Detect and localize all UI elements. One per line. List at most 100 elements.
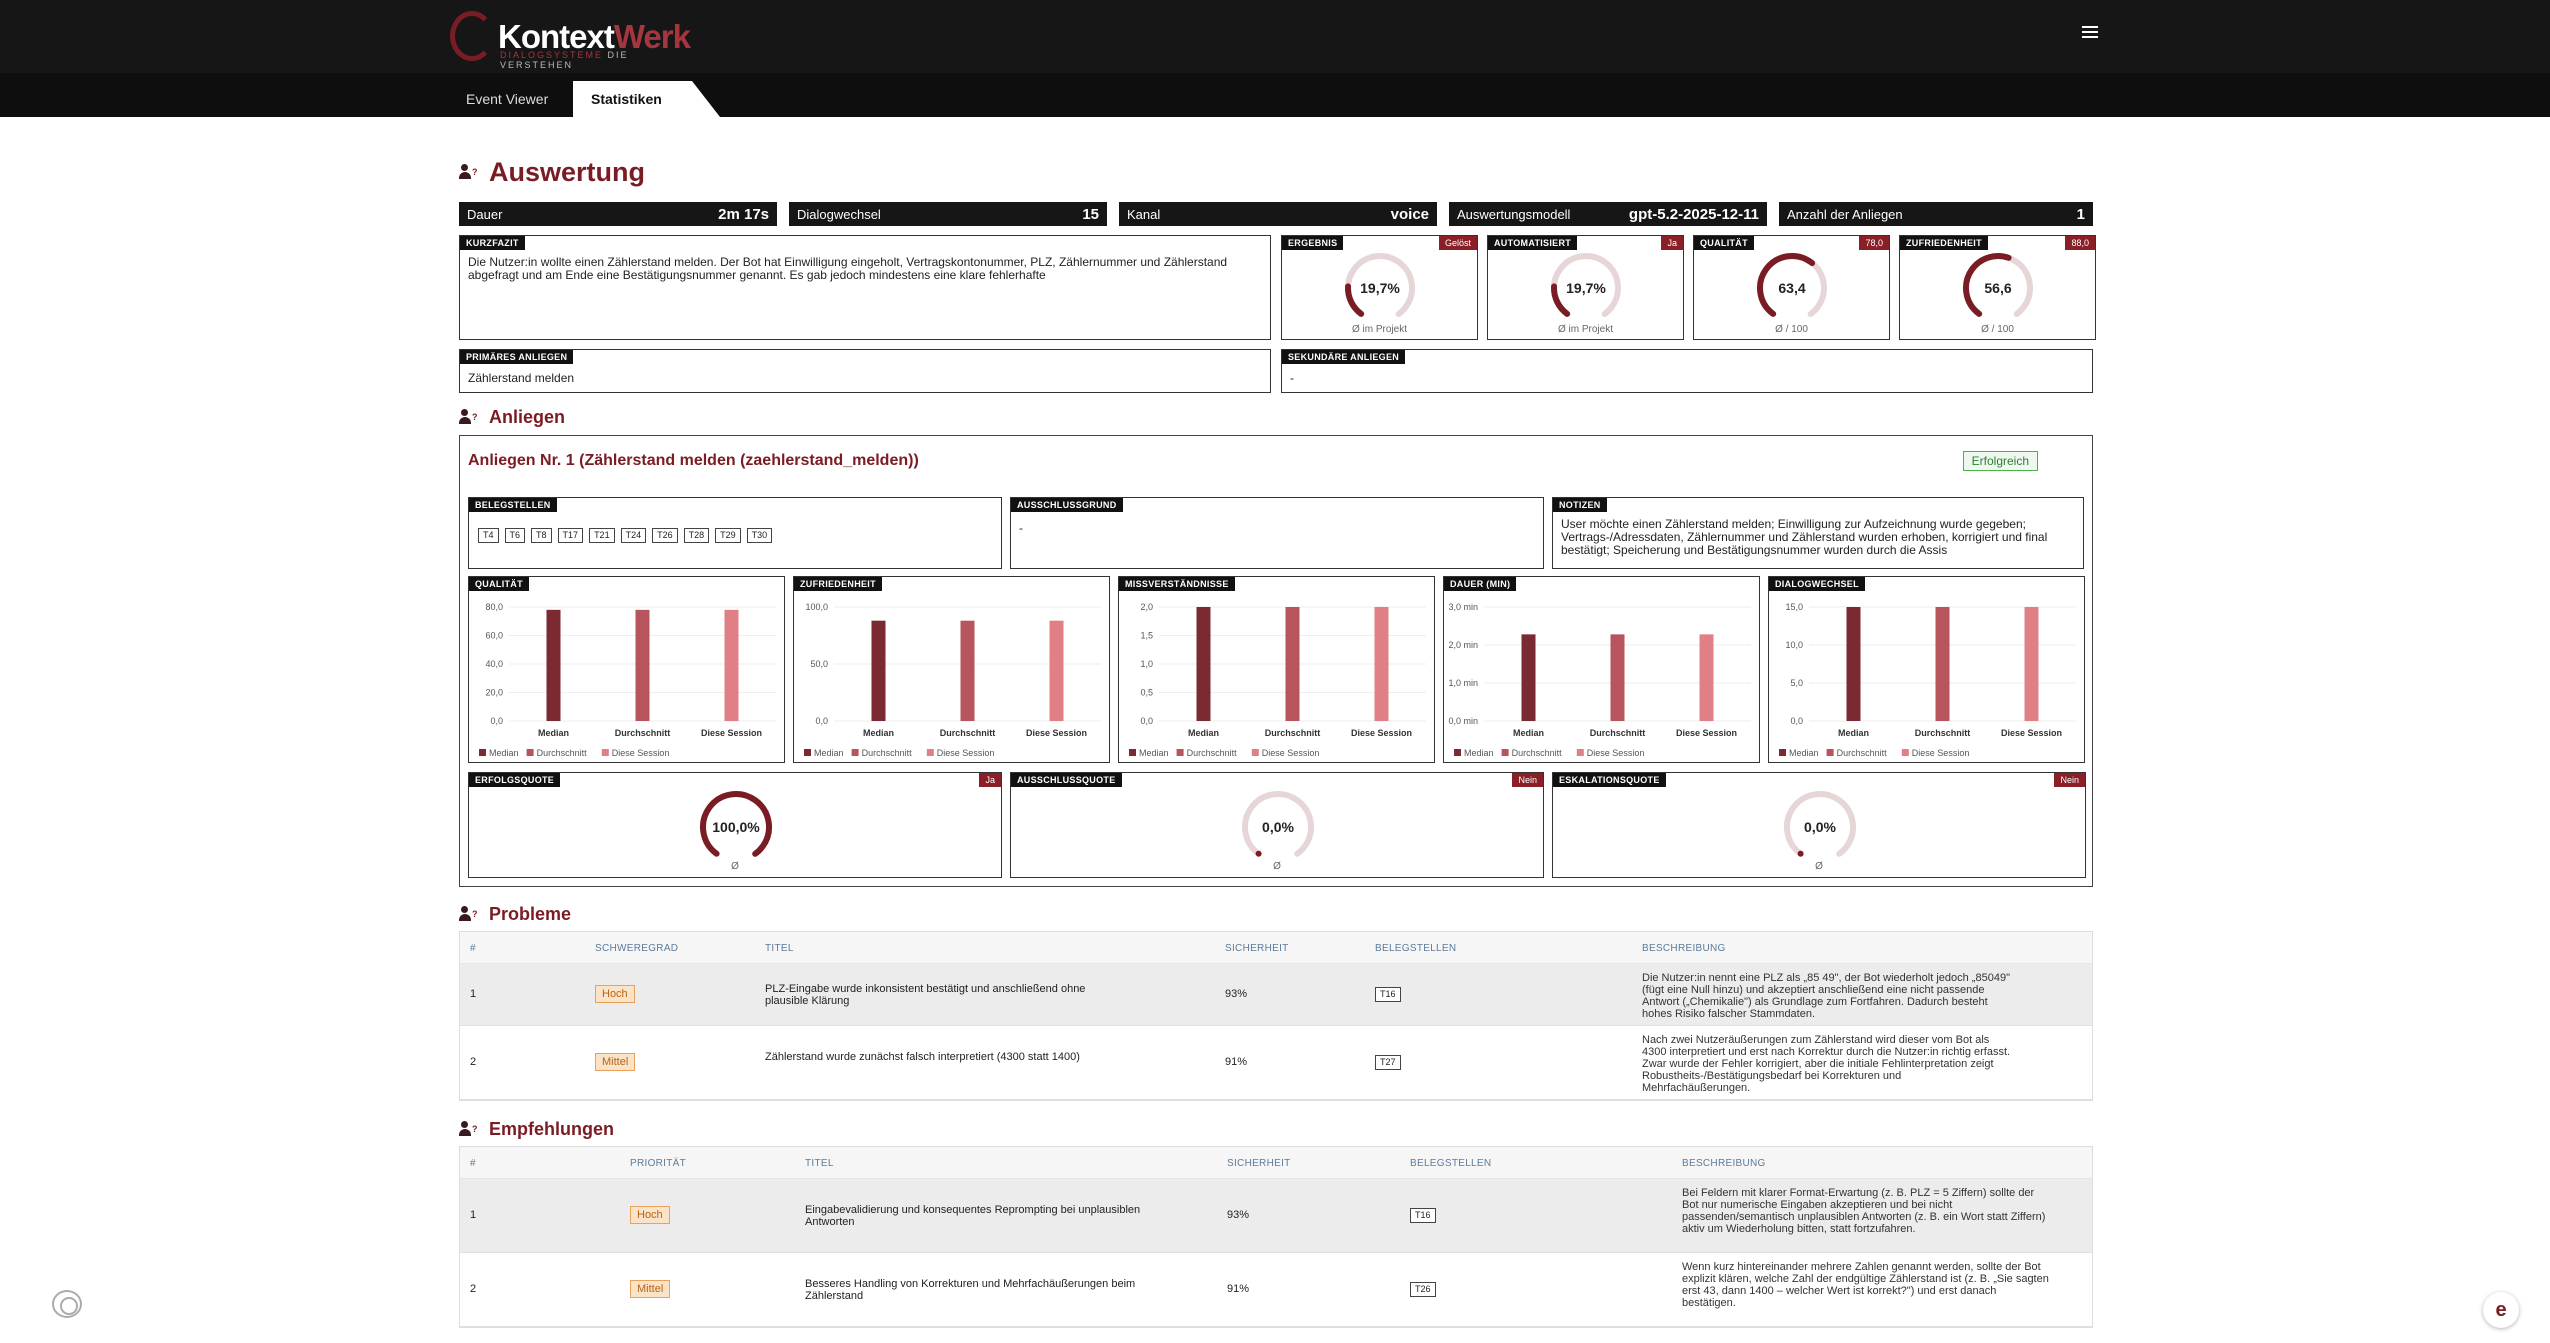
row-description: Wenn kurz hintereinander mehrere Zahlen …	[1682, 1261, 2049, 1309]
belegstelle-tag[interactable]: T21	[589, 528, 615, 543]
belegstelle-tag[interactable]: T16	[1375, 987, 1401, 1002]
chart-svg: 0,0 min 1,0 min 2,0 min 3,0 min Median Durchs…	[1448, 602, 1751, 758]
chart-4: 0,0 min 1,0 min 2,0 min 3,0 min Median Durchs…	[1443, 576, 1760, 763]
belegstelle-tag[interactable]: T24	[620, 528, 647, 543]
table-row[interactable]: 1 Hoch Eingabevalidierung und konsequentes…	[460, 1179, 2092, 1253]
column-header[interactable]: #	[470, 1158, 476, 1169]
bar-durchschnitt[interactable]	[635, 609, 650, 721]
legend-label: Durchschnitt	[1187, 748, 1238, 758]
y-tick-label: 40,0	[485, 659, 503, 669]
column-header[interactable]: SCHWEREGRAD	[595, 943, 679, 954]
belegstelle-tag[interactable]: T28	[683, 528, 710, 543]
legend-swatch	[851, 749, 859, 756]
stat-dauer: Dauer 2m 17s	[459, 202, 777, 226]
belegstelle-tag[interactable]: T8	[531, 528, 552, 543]
metric-automatisiert: AUTOMATISIERT Ja 19,7% Ø im Projekt	[1487, 235, 1684, 340]
column-header[interactable]: BESCHREIBUNG	[1642, 943, 1726, 954]
bar-median[interactable]	[1846, 607, 1861, 721]
x-tick-label: Durchschnitt	[1590, 728, 1646, 738]
legend-label: Durchschnitt	[1837, 748, 1888, 758]
bar-durchschnitt[interactable]	[1935, 607, 1950, 721]
bar-diese-session[interactable]	[1374, 607, 1389, 721]
x-tick-label: Durchschnitt	[940, 728, 996, 738]
metric-gauge-value: 63,4	[1778, 280, 1805, 296]
chat-launcher-icon[interactable]: e	[2483, 1292, 2519, 1328]
kurzfazit-text: Die Nutzer:in wollte einen Zählerstand m…	[468, 255, 1228, 282]
anliegen-heading: Anliegen	[489, 406, 566, 427]
primary-anliegen-label: PRIMÄRES ANLIEGEN	[460, 350, 574, 364]
bar-diese-session[interactable]	[1699, 634, 1714, 721]
belegstelle-tag[interactable]: T27	[1375, 1055, 1401, 1070]
tab-event-viewer[interactable]: Event Viewer	[466, 91, 549, 107]
bar-diese-session[interactable]	[724, 609, 739, 721]
metric-qualität: QUALITÄT 78,0 63,4 Ø / 100	[1693, 235, 1890, 340]
secondary-anliegen-box: SEKUNDÄRE ANLIEGEN -	[1281, 349, 2093, 393]
secondary-anliegen-value: -	[1290, 371, 1294, 385]
logo[interactable]: KontextWerk DIALOGSYSTEME DIE VERSTEHEN	[450, 8, 691, 70]
column-header[interactable]: #	[470, 943, 476, 954]
rate-label: ERFOLGSQUOTE	[469, 773, 561, 787]
belegstelle-tag[interactable]: T30	[746, 528, 773, 543]
rate-sub: Ø	[1273, 861, 1281, 872]
belegstelle-tag[interactable]: T4	[478, 528, 499, 543]
chart-title: DAUER (MIN)	[1444, 577, 1517, 591]
rate-sub: Ø	[1815, 861, 1823, 872]
tab-statistiken[interactable]: Statistiken	[573, 81, 720, 117]
y-tick-label: 15,0	[1785, 602, 1803, 612]
belegstelle-tag[interactable]: T26	[652, 528, 678, 543]
belegstelle-tag[interactable]: T29	[715, 528, 741, 543]
column-header[interactable]: PRIORITÄT	[630, 1158, 687, 1169]
belegstelle-tag[interactable]: T6	[504, 528, 526, 543]
bar-median[interactable]	[1196, 607, 1211, 721]
column-header[interactable]: SICHERHEIT	[1225, 943, 1289, 954]
metric-badge: 78,0	[1859, 236, 1889, 250]
column-header[interactable]: SICHERHEIT	[1227, 1158, 1291, 1169]
y-tick-label: 100,0	[805, 602, 828, 612]
bar-diese-session[interactable]	[2024, 607, 2039, 721]
bar-median[interactable]	[1521, 634, 1536, 721]
bar-median[interactable]	[546, 609, 561, 721]
row-title: PLZ-Eingabe wurde inkonsistent bestätigt…	[765, 983, 1086, 1007]
bar-durchschnitt[interactable]	[1285, 607, 1300, 721]
table-header: # SCHWEREGRAD TITEL SICHERHEIT BELEGSTELLEN B…	[460, 932, 2092, 964]
belegstelle-tag[interactable]: T17	[557, 528, 584, 543]
empfehlungen-heading-row: ? Empfehlungen	[459, 1116, 614, 1142]
column-header[interactable]: TITEL	[805, 1158, 834, 1169]
fingerprint-icon[interactable]	[52, 1290, 82, 1318]
legend-swatch	[526, 749, 534, 756]
legend-label: Median	[1139, 748, 1169, 758]
column-header[interactable]: BESCHREIBUNG	[1682, 1158, 1766, 1169]
metric-gauge-value: 56,6	[1984, 280, 2011, 296]
bar-median[interactable]	[871, 620, 886, 721]
belegstelle-tag[interactable]: T26	[1410, 1282, 1436, 1297]
metric-badge: Ja	[1661, 236, 1683, 250]
y-tick-label: 5,0	[1790, 678, 1803, 688]
notizen-box: NOTIZEN User möchte einen Zählerstand me…	[1552, 497, 2084, 569]
metric-gauge: 63,4	[1757, 253, 1827, 323]
row-number: 1	[470, 988, 477, 1000]
bar-durchschnitt[interactable]	[960, 620, 975, 721]
y-tick-label: 1,0 min	[1448, 678, 1478, 688]
logo-icon	[450, 11, 494, 61]
chart-5: 0,0 5,0 10,0 15,0 Median Durchschnitt Diese Se…	[1768, 576, 2085, 763]
row-title: Zählerstand wurde zunächst falsch interp…	[765, 1051, 1080, 1063]
table-row[interactable]: 2 Mittel Zählerstand wurde zunächst falsch…	[460, 1026, 2092, 1100]
legend-label: Median	[489, 748, 519, 758]
rate-gauge-value: 0,0%	[1262, 819, 1294, 835]
table-row[interactable]: 2 Mittel Besseres Handling von Korrekturen…	[460, 1253, 2092, 1327]
probleme-table: # SCHWEREGRAD TITEL SICHERHEIT BELEGSTELLEN B…	[459, 931, 2093, 1101]
metric-sub: Ø / 100	[1775, 324, 1808, 335]
bar-durchschnitt[interactable]	[1610, 634, 1625, 721]
metric-label: ZUFRIEDENHEIT	[1900, 236, 1988, 250]
legend-label: Diese Session	[612, 748, 670, 758]
belegstelle-tag[interactable]: T16	[1410, 1208, 1436, 1223]
metric-zufriedenheit: ZUFRIEDENHEIT 88,0 56,6 Ø / 100	[1899, 235, 2096, 340]
y-tick-label: 60,0	[485, 631, 503, 641]
metric-badge: Gelöst	[1438, 236, 1477, 250]
column-header[interactable]: TITEL	[765, 943, 794, 954]
hamburger-menu-icon[interactable]	[2082, 26, 2098, 40]
bar-diese-session[interactable]	[1049, 620, 1064, 721]
table-row[interactable]: 1 Hoch PLZ-Eingabe wurde inkonsistent best…	[460, 964, 2092, 1026]
x-tick-label: Durchschnitt	[1265, 728, 1321, 738]
chart-title: MISSVERSTÄNDNISSE	[1119, 577, 1235, 591]
